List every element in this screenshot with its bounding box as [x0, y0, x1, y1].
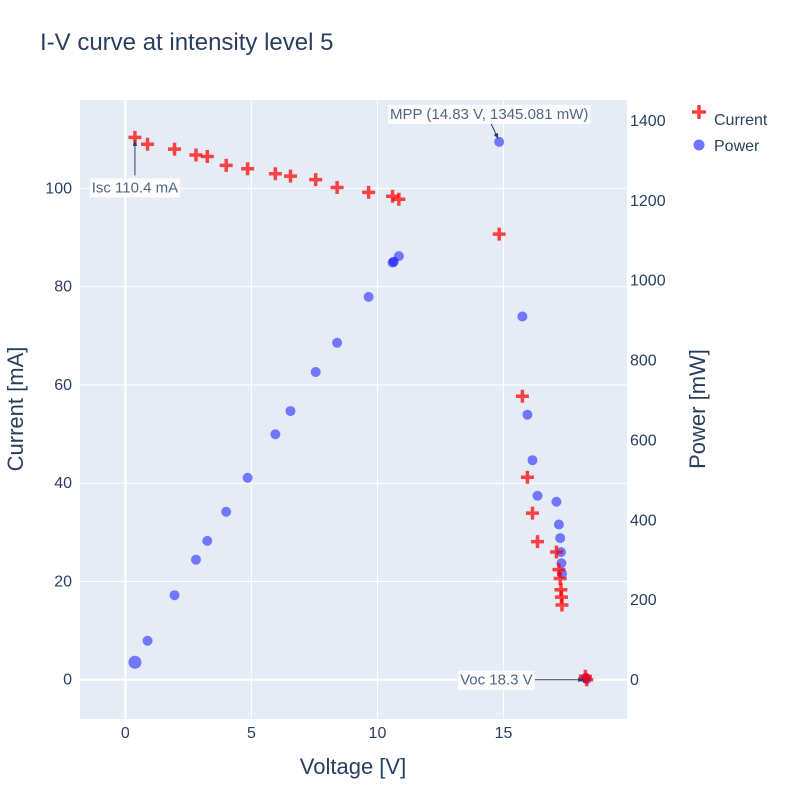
data-marks — [128, 130, 594, 687]
current-point — [200, 149, 214, 163]
current-point — [515, 389, 529, 403]
y2-tick-label: 1200 — [630, 193, 666, 210]
annotation-label-background — [458, 670, 535, 690]
y-tick-label: 20 — [54, 573, 72, 590]
current-point — [168, 142, 182, 156]
current-point — [283, 169, 297, 183]
y2-tick-label: 200 — [630, 592, 657, 609]
annotations: Isc 110.4 mA MPP (14.83 V, 1345.081 mW) Vo… — [89, 104, 591, 690]
y-axis-title: Current [mA] — [3, 347, 28, 472]
annotation-arrowhead — [578, 677, 584, 683]
power-point — [128, 655, 142, 669]
legend[interactable]: Current Power — [692, 105, 768, 155]
power-point — [532, 490, 543, 501]
current-point — [330, 180, 344, 194]
y2-tick-label: 1000 — [630, 273, 666, 290]
y2-axis-title: Power [mW] — [685, 349, 710, 469]
power-point — [522, 409, 533, 420]
legend-label-current: Current — [714, 112, 768, 129]
y-tick-label: 100 — [45, 180, 72, 197]
y2-tick-label: 600 — [630, 432, 657, 449]
x-tick-label: 5 — [247, 725, 256, 742]
power-point — [190, 554, 201, 565]
y2-tick-label: 800 — [630, 353, 657, 370]
power-point — [332, 337, 343, 348]
y-tick-label: 80 — [54, 279, 72, 296]
current-point — [492, 227, 506, 241]
current-point — [189, 148, 203, 162]
legend-circle-marker — [693, 139, 705, 151]
x-tick-label: 15 — [495, 725, 513, 742]
y2-tick-label: 0 — [630, 672, 639, 689]
plot-area — [80, 100, 627, 719]
annotation-label-background — [89, 178, 181, 198]
annotation-label-background — [387, 104, 591, 124]
x-tick-label: 0 — [121, 725, 130, 742]
current-point — [555, 598, 569, 612]
power-point — [363, 291, 374, 302]
power-point — [555, 533, 566, 544]
power-point — [551, 496, 562, 507]
power-point — [517, 311, 528, 322]
x-tick-label: 10 — [369, 725, 387, 742]
current-point — [531, 535, 545, 549]
current-point — [219, 158, 233, 172]
mpp-annotation: MPP (14.83 V, 1345.081 mW) — [390, 106, 588, 123]
current-point — [392, 192, 406, 206]
isc-annotation: Isc 110.4 mA — [92, 179, 178, 196]
current-point — [362, 185, 376, 199]
power-point — [142, 635, 153, 646]
y-tick-label: 0 — [63, 672, 72, 689]
annotation-arrowhead — [493, 132, 499, 139]
current-point — [549, 545, 563, 559]
power-point — [242, 472, 253, 483]
power-point — [285, 406, 296, 417]
legend-item-current[interactable]: Current — [692, 105, 768, 129]
legend-item-power[interactable]: Power — [693, 138, 761, 155]
current-point — [241, 162, 255, 176]
x-axis-ticks: 0 5 10 15 — [121, 725, 513, 742]
power-point — [270, 429, 281, 440]
y2-tick-label: 1400 — [630, 113, 666, 130]
y2-axis-ticks: 0 200 400 600 800 1000 1200 1400 — [630, 113, 666, 689]
voc-annotation: Voc 18.3 V — [460, 672, 533, 689]
grid-lines — [80, 100, 627, 719]
power-point — [527, 455, 538, 466]
x-axis-title: Voltage [V] — [300, 754, 406, 779]
current-point — [553, 571, 567, 585]
current-point — [525, 506, 539, 520]
current-point — [309, 173, 323, 187]
power-point — [393, 251, 404, 262]
power-point — [494, 136, 505, 147]
power-point — [221, 506, 232, 517]
current-point — [268, 167, 282, 181]
power-point — [169, 590, 180, 601]
y2-tick-label: 400 — [630, 512, 657, 529]
y-axis-ticks: 0 20 40 60 80 100 — [45, 180, 72, 688]
y-tick-label: 40 — [54, 475, 72, 492]
y-tick-label: 60 — [54, 377, 72, 394]
legend-label-power: Power — [714, 138, 760, 155]
power-point — [310, 366, 321, 377]
annotation-arrowhead — [132, 140, 138, 146]
power-point — [202, 535, 213, 546]
power-point — [553, 519, 564, 530]
current-point — [141, 137, 155, 151]
legend-cross-marker — [692, 105, 706, 119]
chart-title: I-V curve at intensity level 5 — [40, 29, 333, 56]
current-point — [520, 470, 534, 484]
